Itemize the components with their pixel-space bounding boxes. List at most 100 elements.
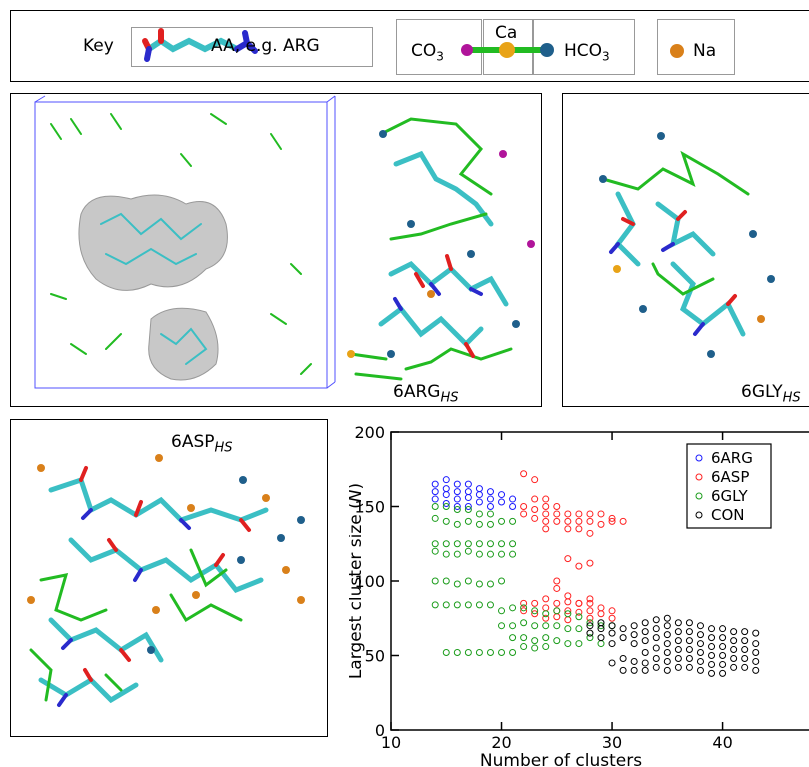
scatter-point-6asp	[586, 614, 594, 622]
scatter-point-con	[586, 622, 594, 630]
scatter-point-6gly	[475, 510, 483, 518]
scatter-point-6asp	[586, 607, 594, 615]
scatter-point-6gly	[498, 550, 506, 558]
scatter-point-6gly	[597, 622, 605, 630]
scatter-point-con	[685, 628, 693, 636]
scatter-point-con	[608, 622, 616, 630]
gly-molecule-image	[599, 132, 775, 358]
scatter-point-6arg	[442, 500, 450, 508]
scatter-point-6arg	[464, 488, 472, 496]
scatter-point-con	[619, 666, 627, 674]
scatter-point-con	[752, 657, 760, 665]
scatter-point-6asp	[531, 495, 539, 503]
legend-label-con: CON	[711, 506, 745, 524]
scatter-point-6gly	[431, 601, 439, 609]
scatter-point-con	[685, 637, 693, 645]
scatter-point-6asp	[553, 584, 561, 592]
scatter-point-6asp	[597, 520, 605, 528]
scatter-point-6asp	[586, 595, 594, 603]
scatter-point-con	[652, 625, 660, 633]
y-tick-label: 100	[354, 572, 385, 591]
scatter-point-6asp	[531, 505, 539, 513]
scatter-point-6asp	[542, 503, 550, 510]
scatter-point-con	[630, 666, 638, 674]
aa-label: AA, e.g. ARG	[211, 36, 320, 56]
scatter-point-6asp	[564, 592, 572, 600]
scatter-point-6arg	[475, 491, 483, 499]
scatter-point-6gly	[464, 517, 472, 525]
scatter-point-con	[752, 640, 760, 648]
scatter-point-6gly	[542, 610, 550, 618]
scatter-point-con	[663, 622, 671, 630]
legend-marker-con	[695, 511, 703, 519]
scatter-point-6asp	[553, 517, 561, 525]
scatter-point-6gly	[509, 517, 517, 525]
scatter-point-con	[719, 625, 727, 633]
scatter-point-con	[708, 634, 716, 642]
scatter-point-6asp	[586, 510, 594, 518]
key-title: Key	[83, 36, 114, 56]
scatter-point-6gly	[486, 580, 494, 588]
scatter-point-6asp	[542, 495, 550, 503]
scatter-point-6arg	[498, 491, 506, 499]
legend-label-6asp: 6ASP	[711, 468, 749, 486]
scatter-point-con	[741, 628, 749, 636]
scatter-point-6arg	[509, 503, 517, 510]
scatter-point-6gly	[475, 520, 483, 528]
scatter-point-6gly	[442, 577, 450, 585]
scatter-point-6gly	[475, 540, 483, 548]
scatter-point-6gly	[586, 619, 594, 627]
scatter-point-6arg	[453, 488, 461, 496]
scatter-point-6asp	[608, 614, 616, 622]
hco3-label: HCO3	[564, 41, 610, 64]
scatter-point-6asp	[586, 517, 594, 525]
na-label: Na	[693, 41, 717, 61]
x-axis-label: Number of clusters	[480, 751, 642, 767]
scatter-point-con	[708, 652, 716, 659]
asp-panel: 6ASPHS	[10, 419, 328, 737]
scatter-point-6asp	[575, 517, 583, 525]
scatter-point-6asp	[575, 562, 583, 570]
scatter-point-6gly	[553, 622, 561, 630]
scatter-point-con	[652, 634, 660, 642]
scatter-point-con	[619, 634, 627, 642]
scatter-point-con	[652, 616, 660, 624]
scatter-point-6gly	[564, 610, 572, 618]
scatter-point-6arg	[464, 480, 472, 488]
scatter-point-6asp	[553, 613, 561, 621]
scatter-point-6asp	[575, 608, 583, 616]
scatter-point-con	[696, 622, 704, 630]
scatter-point-6asp	[520, 607, 528, 615]
scatter-point-6gly	[498, 517, 506, 525]
scatter-point-6gly	[464, 547, 472, 555]
scatter-point-6gly	[575, 613, 583, 621]
scatter-point-6gly	[542, 643, 550, 651]
scatter-point-con	[719, 669, 727, 677]
scatter-point-6gly	[464, 577, 472, 585]
scatter-point-6gly	[442, 601, 450, 609]
ion-pair-icon	[461, 42, 554, 58]
scatter-point-6asp	[531, 610, 539, 618]
scatter-point-con	[630, 631, 638, 639]
co3-label: CO3	[411, 41, 444, 64]
scatter-point-6asp	[531, 476, 539, 484]
scatter-point-6arg	[486, 503, 494, 510]
scatter-point-con	[674, 628, 682, 636]
scatter-point-6gly	[498, 622, 506, 630]
scatter-point-6asp	[608, 607, 616, 615]
scatter-point-con	[663, 666, 671, 674]
scatter-point-6gly	[520, 604, 528, 612]
legend-marker-6asp	[695, 473, 703, 481]
scatter-point-con	[674, 663, 682, 671]
scatter-point-con	[674, 646, 682, 654]
scatter-point-6asp	[564, 517, 572, 525]
scatter-point-con	[674, 654, 682, 662]
scatter-point-6gly	[486, 510, 494, 518]
scatter-point-6gly	[453, 649, 461, 657]
x-tick-label: 30	[602, 733, 622, 752]
scatter-point-6arg	[453, 503, 461, 510]
ca-label: Ca	[495, 23, 518, 43]
scatter-point-6gly	[475, 601, 483, 609]
scatter-point-6arg	[498, 498, 506, 506]
scatter-point-con	[719, 660, 727, 668]
